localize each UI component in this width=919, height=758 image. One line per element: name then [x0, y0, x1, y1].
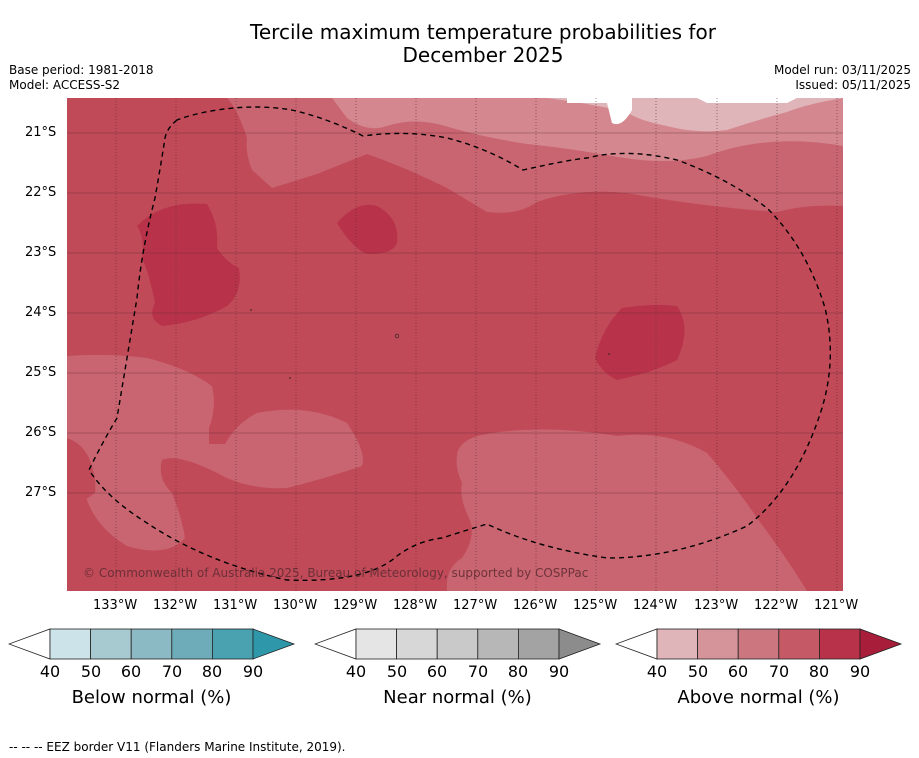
model-run-label: Model run: 03/11/2025 — [773, 63, 911, 77]
colorbar-above-svg — [614, 628, 903, 660]
lon-label-132w: 132°W — [153, 598, 198, 613]
colorbar-below-normal — [7, 628, 298, 660]
colorbar-below-seg-3 — [130, 628, 173, 660]
lat-label-22s: 22°S — [25, 185, 57, 200]
colorbar-below-tick-70: 70 — [161, 662, 183, 681]
lon-label-124w: 124°W — [633, 598, 678, 613]
lat-label-21s: 21°S — [25, 125, 57, 140]
colorbar-below-tick-80: 80 — [201, 662, 223, 681]
colorbar-near-seg-3 — [436, 628, 479, 660]
colorbar-near-seg-2 — [396, 628, 438, 660]
colorbar-above-seg-3 — [737, 628, 780, 660]
colorbar-near-tick-70: 70 — [467, 662, 489, 681]
lon-label-130w: 130°W — [273, 598, 318, 613]
colorbar-above-seg-1 — [656, 628, 698, 660]
map-title-line-1: Tercile maximum temperature probabilitie… — [250, 20, 716, 44]
colorbar-above-tick-90: 90 — [849, 662, 871, 681]
map-region-above-80-west-edge — [67, 438, 96, 508]
colorbar-near-title: Near normal (%) — [383, 687, 532, 708]
colorbar-below-seg-5 — [211, 628, 254, 660]
map-region-above-90-west — [137, 203, 240, 326]
colorbar-below-seg-1 — [49, 628, 91, 660]
map-region-above-90-center — [337, 204, 398, 255]
colorbar-near-tick-90: 90 — [548, 662, 570, 681]
colorbar-above-tick-40: 40 — [646, 662, 668, 681]
colorbar-below-seg-4 — [171, 628, 213, 660]
lon-label-133w: 133°W — [93, 598, 138, 613]
colorbar-near-tick-60: 60 — [426, 662, 448, 681]
colorbar-above-seg-4 — [778, 628, 820, 660]
lon-label-121w: 121°W — [814, 598, 859, 613]
colorbar-above-tick-50: 50 — [687, 662, 709, 681]
colorbar-near-low-arrow — [313, 628, 357, 660]
map-region-above-70-south — [446, 429, 807, 591]
meridians — [115, 98, 838, 591]
colorbar-near-seg-1 — [355, 628, 397, 660]
map-region-above-70-west — [67, 354, 363, 551]
colorbar-near-seg-4 — [477, 628, 519, 660]
colorbar-above-tick-70: 70 — [768, 662, 790, 681]
eez-border — [88, 106, 832, 581]
lat-label-27s: 27°S — [25, 485, 57, 500]
map-region-white-notch-2 — [697, 98, 797, 103]
colorbar-near-high-arrow — [558, 628, 602, 660]
base-period-label: Base period: 1981-2018 — [9, 63, 154, 77]
lat-label-23s: 23°S — [25, 245, 57, 260]
colorbar-above-tick-80: 80 — [808, 662, 830, 681]
colorbar-above-seg-5 — [818, 628, 861, 660]
colorbar-near-tick-40: 40 — [345, 662, 367, 681]
graticule — [67, 98, 843, 591]
colorbar-below-tick-90: 90 — [242, 662, 264, 681]
eez-legend-note: -- -- -- EEZ border V11 (Flanders Marine… — [9, 740, 346, 754]
map-region-above-90-east — [595, 304, 685, 380]
model-label: Model: ACCESS-S2 — [9, 78, 121, 92]
colorbar-below-high-arrow — [252, 628, 296, 660]
colorbar-below-tick-40: 40 — [39, 662, 61, 681]
island-marker-4 — [608, 353, 610, 355]
lon-label-127w: 127°W — [453, 598, 498, 613]
colorbar-near-tick-80: 80 — [507, 662, 529, 681]
lon-label-123w: 123°W — [694, 598, 739, 613]
copyright-text: © Commonwealth of Australia 2025, Bureau… — [83, 566, 588, 580]
issued-label: Issued: 05/11/2025 — [795, 78, 911, 92]
island-marker-2 — [394, 333, 400, 339]
probability-map-svg: © Commonwealth of Australia 2025, Bureau… — [67, 98, 843, 591]
colorbar-below-tick-50: 50 — [80, 662, 102, 681]
lon-label-126w: 126°W — [513, 598, 558, 613]
lat-label-25s: 25°S — [25, 365, 57, 380]
lon-label-125w: 125°W — [573, 598, 618, 613]
colorbar-near-tick-50: 50 — [386, 662, 408, 681]
colorbar-near-normal — [313, 628, 604, 660]
colorbar-above-low-arrow — [614, 628, 658, 660]
island-marker-1 — [250, 309, 252, 311]
colorbar-below-low-arrow — [7, 628, 51, 660]
lon-label-128w: 128°W — [393, 598, 438, 613]
probability-map: © Commonwealth of Australia 2025, Bureau… — [67, 98, 843, 591]
lon-label-131w: 131°W — [213, 598, 258, 613]
map-region-white-notch-1 — [567, 98, 632, 125]
colorbar-above-tick-60: 60 — [727, 662, 749, 681]
colorbar-above-seg-2 — [697, 628, 739, 660]
lat-label-24s: 24°S — [25, 305, 57, 320]
map-title-line-2: December 2025 — [402, 43, 564, 67]
colorbar-near-seg-5 — [517, 628, 560, 660]
colorbar-below-tick-60: 60 — [120, 662, 142, 681]
lon-label-129w: 129°W — [333, 598, 378, 613]
colorbar-near-svg — [313, 628, 602, 660]
colorbar-below-svg — [7, 628, 296, 660]
parallels — [67, 132, 843, 494]
colorbar-below-seg-2 — [90, 628, 132, 660]
colorbar-above-normal — [614, 628, 905, 660]
lon-label-122w: 122°W — [754, 598, 799, 613]
island-marker-3 — [289, 377, 291, 379]
colorbar-below-title: Below normal (%) — [71, 687, 232, 708]
colorbar-above-title: Above normal (%) — [677, 687, 840, 708]
colorbar-above-high-arrow — [859, 628, 903, 660]
lat-label-26s: 26°S — [25, 425, 57, 440]
